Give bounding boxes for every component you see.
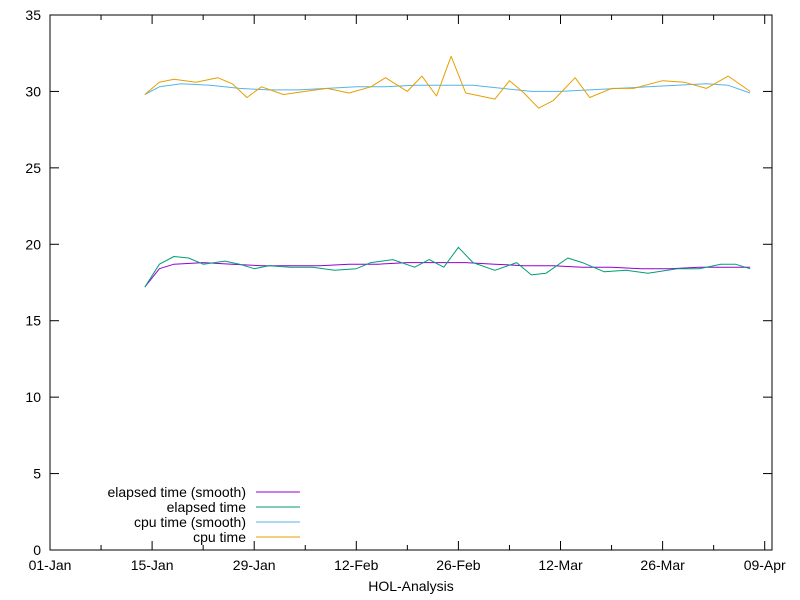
x-tick-label: 12-Feb xyxy=(334,557,379,573)
y-tick-label: 30 xyxy=(25,83,41,99)
x-axis: 01-Jan 15-Jan 29-Jan 12-Feb 26-Feb 12-Mar 26-M… xyxy=(29,15,786,573)
series-line-0 xyxy=(144,262,751,288)
series-line-1 xyxy=(144,246,751,288)
legend-label: elapsed time xyxy=(167,499,247,515)
x-tick-label: 12-Mar xyxy=(538,557,583,573)
y-tick-label: 10 xyxy=(25,389,41,405)
series-lines xyxy=(144,55,751,288)
x-tick-label: 29-Jan xyxy=(233,557,276,573)
x-tick-label: 09-Apr xyxy=(744,557,786,573)
x-tick-label: 01-Jan xyxy=(29,557,72,573)
x-tick-label: 26-Feb xyxy=(436,557,481,573)
legend-label: cpu time (smooth) xyxy=(134,514,246,530)
y-tick-label: 5 xyxy=(33,466,41,482)
y-tick-label: 15 xyxy=(25,313,41,329)
series-line-3 xyxy=(144,55,751,109)
legend-label: elapsed time (smooth) xyxy=(107,484,246,500)
y-tick-label: 20 xyxy=(25,236,41,252)
x-axis-label: HOL-Analysis xyxy=(368,578,454,594)
y-tick-label: 0 xyxy=(33,542,41,558)
y-axis: 0 5 10 15 20 25 30 35 xyxy=(25,7,772,558)
legend-label: cpu time xyxy=(193,529,246,545)
x-tick-label: 26-Mar xyxy=(640,557,685,573)
y-tick-label: 35 xyxy=(25,7,41,23)
series-line-2 xyxy=(144,83,751,95)
plot-frame xyxy=(49,14,773,551)
y-tick-label: 25 xyxy=(25,160,41,176)
x-tick-label: 15-Jan xyxy=(131,557,174,573)
